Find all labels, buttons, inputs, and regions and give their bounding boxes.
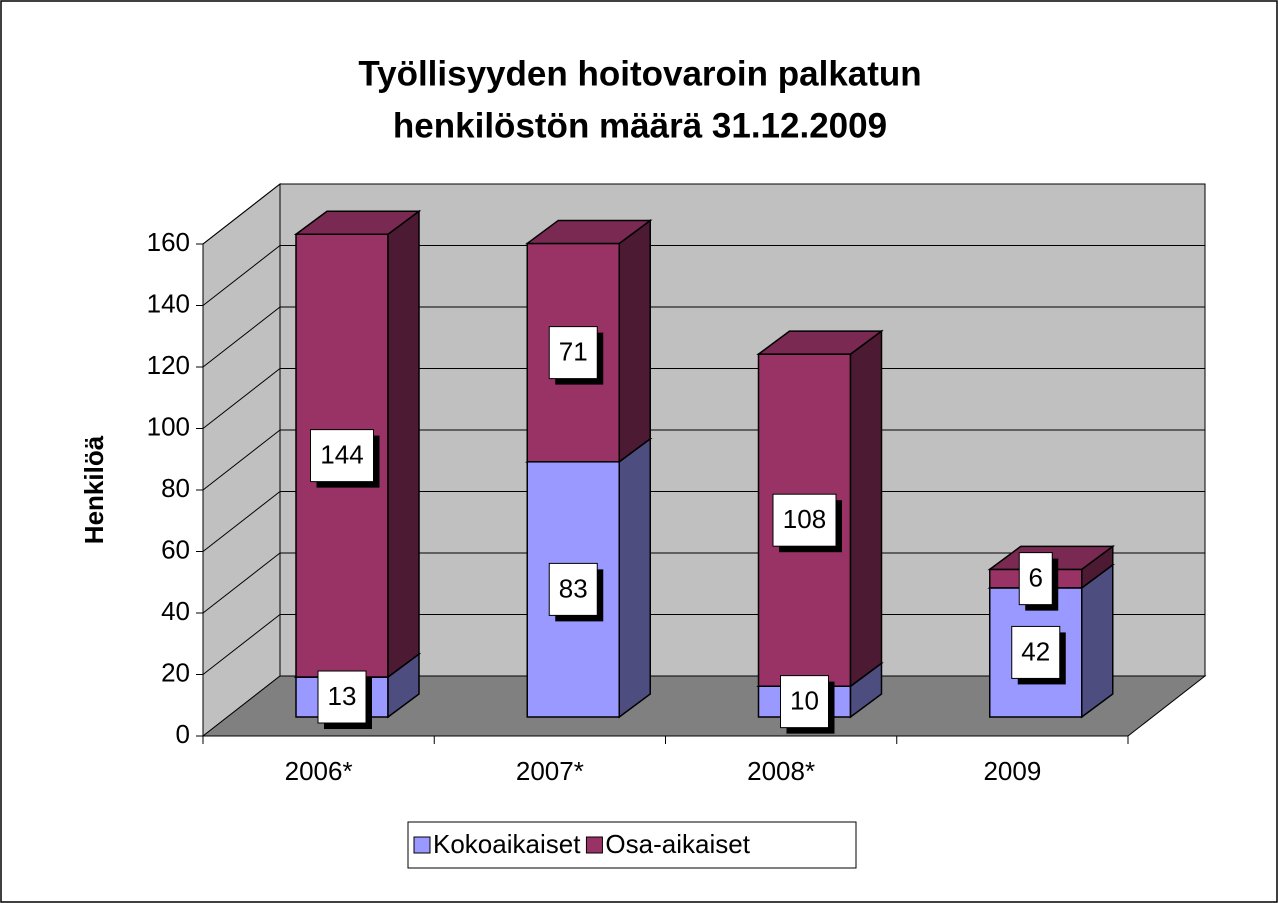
data-label-box: [310, 429, 374, 483]
chart-title: henkilöstön määrä 31.12.2009: [393, 106, 887, 145]
y-tick-label: 120: [147, 350, 190, 380]
bar-side: [849, 329, 883, 688]
data-label-box: [1011, 625, 1061, 679]
grid-line: [202, 552, 281, 614]
data-label-text: 42: [1021, 636, 1050, 666]
data-label-text: 71: [559, 336, 588, 366]
data-label: 108: [772, 493, 842, 553]
bar-side: [618, 437, 651, 719]
data-label-text: 83: [559, 573, 588, 603]
data-label: 71: [548, 326, 604, 385]
bar-top: [524, 219, 653, 245]
legend-swatch: [413, 836, 431, 854]
data-label-text: 144: [320, 440, 363, 470]
bar-top: [756, 330, 884, 355]
y-tick-label: 0: [176, 719, 190, 749]
x-tick-label: 2008*: [747, 756, 815, 786]
data-label-text: 13: [328, 681, 357, 711]
data-label-text: 10: [790, 686, 819, 716]
y-axis-label: Henkilöä: [79, 435, 109, 544]
grid-line: [202, 429, 281, 491]
data-label: 10: [780, 675, 835, 734]
data-label-text: 6: [1029, 563, 1043, 593]
data-label: 13: [317, 670, 372, 730]
grid-line: [202, 306, 281, 368]
legend-label: Kokoaikaiset: [433, 829, 581, 859]
bar-top: [293, 210, 422, 235]
grid-line: [202, 183, 281, 245]
grid-line: [202, 245, 281, 306]
data-label: 42: [1011, 625, 1066, 685]
y-tick-label: 100: [147, 411, 190, 441]
legend-label: Osa-aikaiset: [605, 829, 750, 859]
grid-line: [202, 368, 281, 429]
data-label: 83: [548, 562, 604, 622]
data-label-text: 108: [783, 504, 826, 534]
data-label-box: [548, 562, 598, 616]
x-tick-label: 2009: [983, 756, 1041, 786]
data-label: 6: [1018, 552, 1059, 611]
y-tick-label: 60: [161, 534, 190, 564]
y-tick-label: 160: [147, 227, 190, 257]
x-tick-label: 2006*: [285, 756, 353, 786]
bar-side: [618, 218, 651, 464]
data-label-box: [772, 493, 837, 547]
x-tick-label: 2007*: [516, 756, 584, 786]
y-tick-label: 80: [161, 473, 190, 503]
data-label-box: [317, 670, 367, 724]
bar-side: [387, 209, 420, 679]
grid-line: [202, 491, 281, 552]
data-label: 144: [310, 429, 380, 488]
chart-title: Työllisyyden hoitovaroin palkatun: [358, 54, 921, 93]
y-tick-label: 20: [161, 657, 190, 687]
y-tick-label: 40: [161, 596, 190, 626]
data-label-box: [548, 326, 598, 380]
bar-side: [1081, 563, 1114, 719]
data-label-box: [780, 675, 829, 729]
y-tick-label: 140: [147, 288, 190, 318]
legend-swatch: [585, 836, 603, 854]
legend-box: [407, 821, 857, 869]
grid-line: [202, 614, 281, 675]
data-label-box: [1018, 552, 1053, 606]
